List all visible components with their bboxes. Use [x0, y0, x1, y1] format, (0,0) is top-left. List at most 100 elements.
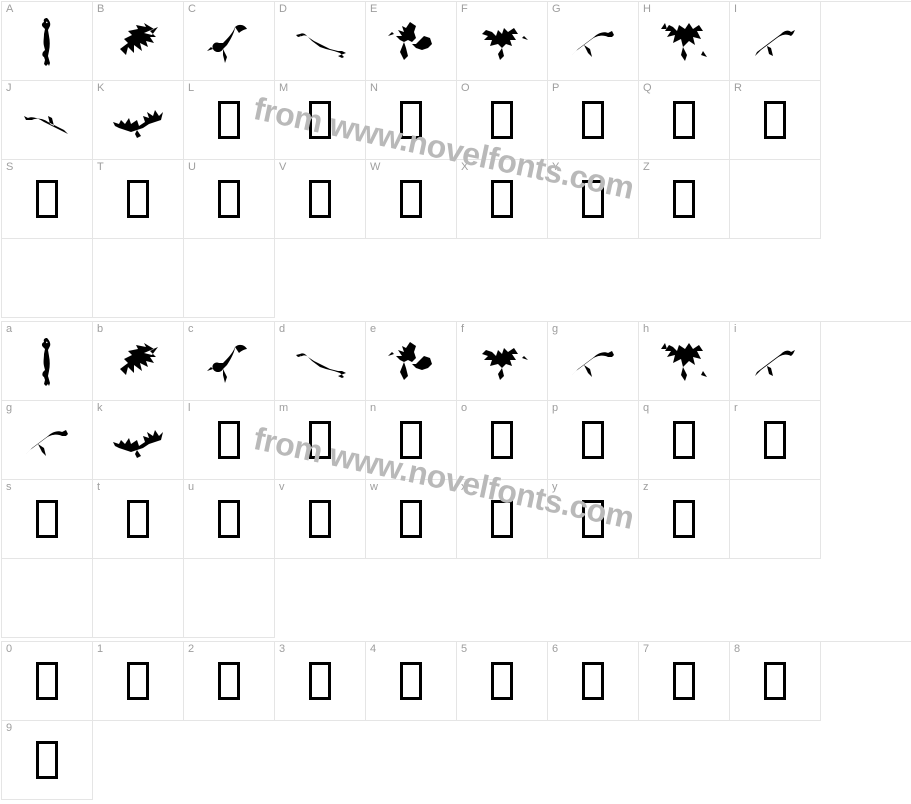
cell-empty: [93, 239, 184, 318]
bird-a-icon: [37, 16, 57, 66]
cell-label: 6: [552, 644, 558, 655]
cell-k: k: [93, 401, 184, 480]
cell-empty: [730, 480, 821, 559]
cell-label: 5: [461, 644, 467, 655]
empty-glyph-box: [582, 180, 604, 218]
cell-label: X: [461, 162, 468, 173]
cell-label: P: [552, 83, 559, 94]
cell-O: O: [457, 81, 548, 160]
bird-c-icon: [205, 339, 253, 383]
cell-label: V: [279, 162, 286, 173]
cell-3: 3: [275, 642, 366, 721]
cell-label: r: [734, 403, 738, 414]
cell-x: x: [457, 480, 548, 559]
cell-label: f: [461, 324, 464, 335]
bird-k-icon: [111, 102, 165, 138]
empty-glyph-box: [400, 180, 422, 218]
bird-h-icon: [659, 21, 709, 61]
cell-label: m: [279, 403, 288, 414]
cell-F: F: [457, 2, 548, 81]
cell-label: w: [370, 482, 378, 493]
empty-glyph-box: [400, 500, 422, 538]
cell-t: t: [93, 480, 184, 559]
bird-f-icon: [476, 342, 528, 380]
cell-label: v: [279, 482, 285, 493]
empty-glyph-box: [218, 101, 240, 139]
cell-label: A: [6, 4, 13, 15]
empty-glyph-box: [582, 500, 604, 538]
cell-l: l: [184, 401, 275, 480]
cell-y: y: [548, 480, 639, 559]
cell-label: R: [734, 83, 742, 94]
cell-label: D: [279, 4, 287, 15]
section-uppercase: ABCDEFGHIJKLMNOPQRSTUVWXYZ: [1, 1, 911, 318]
cell-g: g: [2, 401, 93, 480]
cell-label: i: [734, 324, 736, 335]
cell-label: 0: [6, 644, 12, 655]
empty-glyph-box: [673, 101, 695, 139]
cell-p: p: [548, 401, 639, 480]
cell-label: 8: [734, 644, 740, 655]
bird-i-icon: [753, 26, 797, 56]
cell-h: h: [639, 322, 730, 401]
empty-glyph-box: [309, 101, 331, 139]
bird-b-icon: [114, 339, 162, 383]
empty-glyph-box: [309, 180, 331, 218]
cell-label: e: [370, 324, 376, 335]
cell-label: o: [461, 403, 467, 414]
cell-label: a: [6, 324, 12, 335]
cell-label: 4: [370, 644, 376, 655]
cell-label: W: [370, 162, 380, 173]
empty-glyph-box: [218, 500, 240, 538]
cell-label: T: [97, 162, 104, 173]
cell-label: L: [188, 83, 194, 94]
bird-g-icon: [24, 424, 70, 456]
empty-glyph-box: [36, 500, 58, 538]
cell-W: W: [366, 160, 457, 239]
cell-2: 2: [184, 642, 275, 721]
cell-L: L: [184, 81, 275, 160]
cell-H: H: [639, 2, 730, 81]
cell-r: r: [730, 401, 821, 480]
empty-glyph-box: [309, 500, 331, 538]
cell-e: e: [366, 322, 457, 401]
empty-glyph-box: [764, 101, 786, 139]
bird-c-icon: [205, 19, 253, 63]
cell-label: z: [643, 482, 649, 493]
cell-label: g: [6, 403, 12, 414]
empty-glyph-box: [673, 500, 695, 538]
cell-label: Y: [552, 162, 559, 173]
cell-g: g: [548, 322, 639, 401]
cell-label: F: [461, 4, 468, 15]
empty-glyph-box: [491, 101, 513, 139]
cell-B: B: [93, 2, 184, 81]
cell-label: x: [461, 482, 467, 493]
empty-glyph-box: [673, 180, 695, 218]
bird-f-icon: [476, 22, 528, 60]
cell-q: q: [639, 401, 730, 480]
cell-C: C: [184, 2, 275, 81]
cell-label: h: [643, 324, 649, 335]
empty-glyph-box: [582, 101, 604, 139]
cell-n: n: [366, 401, 457, 480]
cell-label: E: [370, 4, 377, 15]
bird-d-icon: [294, 23, 346, 59]
cell-label: J: [6, 83, 12, 94]
bird-g-icon: [570, 345, 616, 377]
cell-i: i: [730, 322, 821, 401]
cell-label: B: [97, 4, 104, 15]
cell-label: Q: [643, 83, 652, 94]
empty-glyph-box: [127, 180, 149, 218]
font-character-map: ABCDEFGHIJKLMNOPQRSTUVWXYZabcdefghigklmn…: [0, 0, 911, 804]
cell-label: g: [552, 324, 558, 335]
bird-d-icon: [294, 343, 346, 379]
cell-label: G: [552, 4, 561, 15]
section-digits: 0123456789: [1, 641, 911, 800]
cell-U: U: [184, 160, 275, 239]
cell-label: l: [188, 403, 190, 414]
cell-R: R: [730, 81, 821, 160]
cell-label: 9: [6, 723, 12, 734]
empty-glyph-box: [491, 421, 513, 459]
empty-glyph-box: [309, 421, 331, 459]
cell-label: I: [734, 4, 737, 15]
